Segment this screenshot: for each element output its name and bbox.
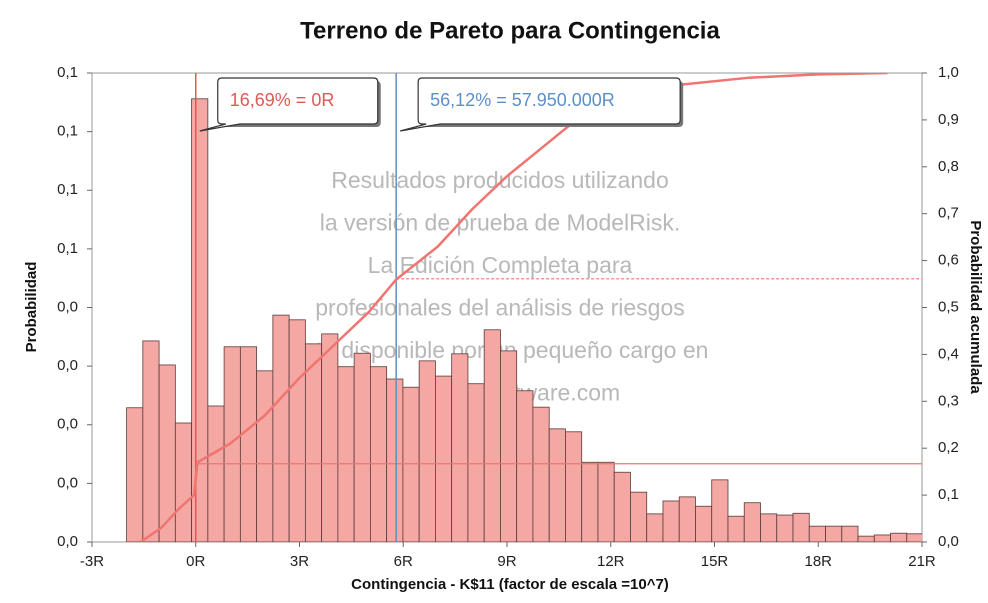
- bar: [678, 496, 696, 542]
- bar: [500, 350, 518, 542]
- bar: [386, 378, 404, 542]
- y-tick-label: 0,0: [57, 416, 78, 433]
- bar: [711, 479, 729, 542]
- bar: [353, 352, 371, 542]
- callout-box: [199, 77, 379, 132]
- bar: [174, 422, 193, 542]
- bar: [532, 406, 550, 542]
- x-tick-label: 3R: [290, 553, 309, 570]
- bar: [565, 431, 583, 542]
- x-tick-label: 21R: [908, 553, 936, 570]
- y2-axis-label: Probabilidad acumulada: [967, 220, 984, 394]
- x-tick-label: 15R: [701, 553, 729, 570]
- x-axis-label: Contingencia - K$11 (factor de escala =1…: [351, 576, 669, 593]
- bar: [613, 471, 631, 542]
- x-tick-label: 0R: [186, 553, 205, 570]
- bar: [597, 461, 615, 542]
- y-tick-label: 0,1: [57, 64, 78, 81]
- bar: [581, 461, 599, 542]
- x-tick-label: -3R: [80, 553, 104, 570]
- bar: [126, 407, 144, 542]
- bar: [662, 500, 680, 542]
- x-tick-label: 9R: [497, 553, 516, 570]
- x-tick-label: 6R: [394, 553, 413, 570]
- plot-content: [126, 73, 922, 542]
- callout-label: 16,69% = 0R: [230, 90, 335, 110]
- bar: [695, 505, 713, 542]
- bar: [808, 525, 826, 542]
- bar: [727, 515, 745, 542]
- y-axis-label: Probabilidad: [23, 262, 40, 353]
- bar: [467, 383, 485, 542]
- y-tick-label: 0,1: [57, 240, 78, 257]
- watermark-text: Resultados producidos utilizando: [331, 167, 669, 193]
- bar: [548, 428, 566, 542]
- bar: [825, 525, 843, 542]
- y-tick-label: 0,1: [57, 123, 78, 140]
- y2-tick-label: 0,7: [938, 205, 959, 222]
- bar: [191, 98, 209, 542]
- bar: [743, 502, 761, 542]
- y2-tick-label: 0,2: [938, 439, 959, 456]
- y-tick-label: 0,0: [57, 298, 78, 315]
- bar: [337, 366, 355, 542]
- bar: [792, 512, 810, 542]
- bar: [760, 513, 778, 542]
- y-tick-label: 0,1: [57, 181, 78, 198]
- y2-tick-label: 0,6: [938, 252, 959, 269]
- bar: [418, 360, 436, 542]
- bar: [646, 513, 664, 542]
- bar: [272, 314, 290, 542]
- bar: [857, 535, 875, 542]
- watermark-text: profesionales del análisis de riesgos: [315, 295, 685, 321]
- y2-tick-label: 0,3: [938, 392, 959, 409]
- callout-box: [400, 77, 681, 132]
- y-tick-label: 0,0: [57, 474, 78, 491]
- y2-tick-label: 0,5: [938, 298, 959, 315]
- bar: [402, 386, 420, 542]
- y2-tick-label: 0,9: [938, 111, 959, 128]
- bar: [435, 375, 453, 542]
- y-tick-label: 0,0: [57, 533, 78, 550]
- y2-tick-label: 0,0: [938, 533, 959, 550]
- bar: [207, 405, 225, 542]
- y2-tick-label: 0,4: [938, 345, 959, 362]
- bar: [288, 319, 306, 542]
- bar: [142, 340, 160, 542]
- bar: [483, 329, 501, 542]
- x-tick-label: 12R: [597, 553, 625, 570]
- bar: [841, 525, 859, 542]
- bar: [906, 533, 922, 542]
- y2-tick-label: 1,0: [938, 64, 959, 81]
- bar: [516, 390, 534, 542]
- bar: [630, 491, 648, 542]
- y-tick-label: 0,0: [57, 357, 78, 374]
- bar: [890, 532, 908, 542]
- watermark-text: La Edición Completa para: [368, 252, 633, 278]
- bar: [369, 366, 388, 542]
- callout-label: 56,12% = 57.950.000R: [430, 90, 615, 110]
- y2-tick-label: 0,1: [938, 486, 959, 503]
- bar: [256, 370, 274, 542]
- chart-title: Terreno de Pareto para Contingencia: [300, 17, 720, 44]
- bar: [239, 346, 258, 542]
- x-tick-label: 18R: [804, 553, 832, 570]
- bar: [451, 353, 469, 542]
- bar: [873, 534, 891, 542]
- y2-tick-label: 0,8: [938, 158, 959, 175]
- watermark-text: la versión de prueba de ModelRisk.: [320, 210, 681, 236]
- bar: [304, 343, 323, 542]
- bar: [776, 514, 794, 542]
- bar: [321, 333, 339, 542]
